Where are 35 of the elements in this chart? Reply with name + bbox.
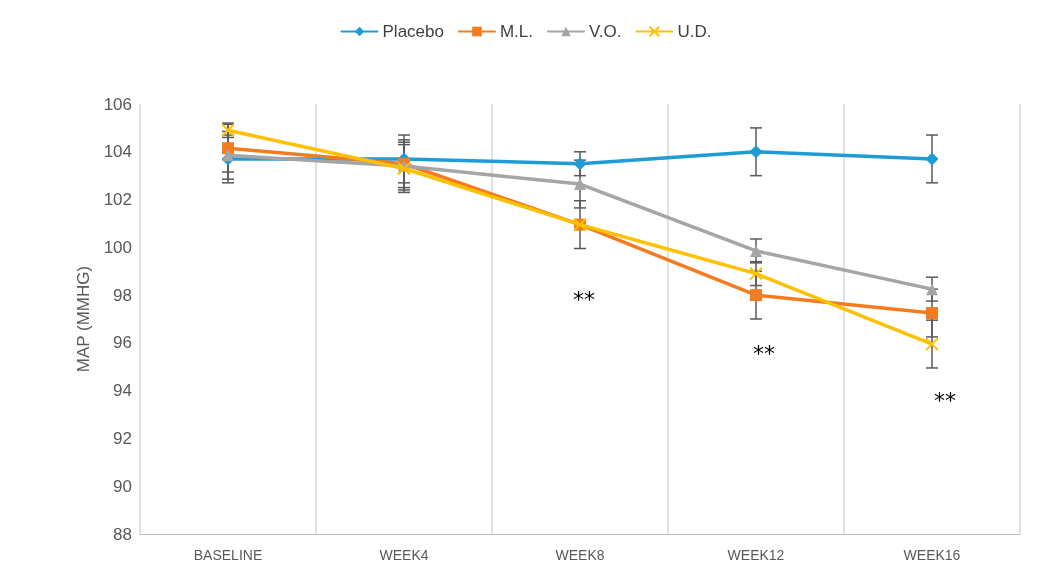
y-tick-label: 102 xyxy=(103,190,132,210)
legend-label: U.D. xyxy=(677,22,712,41)
y-tick-label: 92 xyxy=(113,428,132,448)
y-tick-label: 96 xyxy=(113,333,132,353)
annotation: ** xyxy=(934,387,956,413)
annotation: ** xyxy=(753,340,775,366)
y-tick-label: 100 xyxy=(103,237,132,257)
point xyxy=(222,149,234,162)
point xyxy=(926,307,938,320)
y-tick-label: 98 xyxy=(113,285,132,305)
legend-label: Placebo xyxy=(382,22,444,41)
x-tick-label: WEEK12 xyxy=(727,547,785,563)
legend-label: V.O. xyxy=(589,22,622,41)
y-tick-label: 90 xyxy=(113,476,132,496)
x-tick-label: WEEK8 xyxy=(555,547,605,563)
y-tick-label: 94 xyxy=(113,381,132,401)
x-tick-label: WEEK16 xyxy=(903,547,961,563)
point xyxy=(749,266,763,281)
point xyxy=(750,289,762,302)
point xyxy=(222,142,234,155)
point xyxy=(573,157,587,171)
y-tick-label: 106 xyxy=(103,94,132,114)
point xyxy=(926,283,938,296)
x-tick-label: BASELINE xyxy=(193,547,263,563)
point xyxy=(750,244,762,257)
y-tick-label: 88 xyxy=(113,524,132,544)
point xyxy=(925,152,939,166)
y-tick-label: 104 xyxy=(103,142,132,162)
point xyxy=(574,178,586,191)
x-tick-label: WEEK4 xyxy=(379,547,429,563)
point xyxy=(749,145,763,159)
y-axis-title: MAP (MMHG) xyxy=(74,265,93,373)
annotation: ** xyxy=(573,286,595,312)
point xyxy=(925,337,939,352)
legend-label: M.L. xyxy=(499,22,534,41)
